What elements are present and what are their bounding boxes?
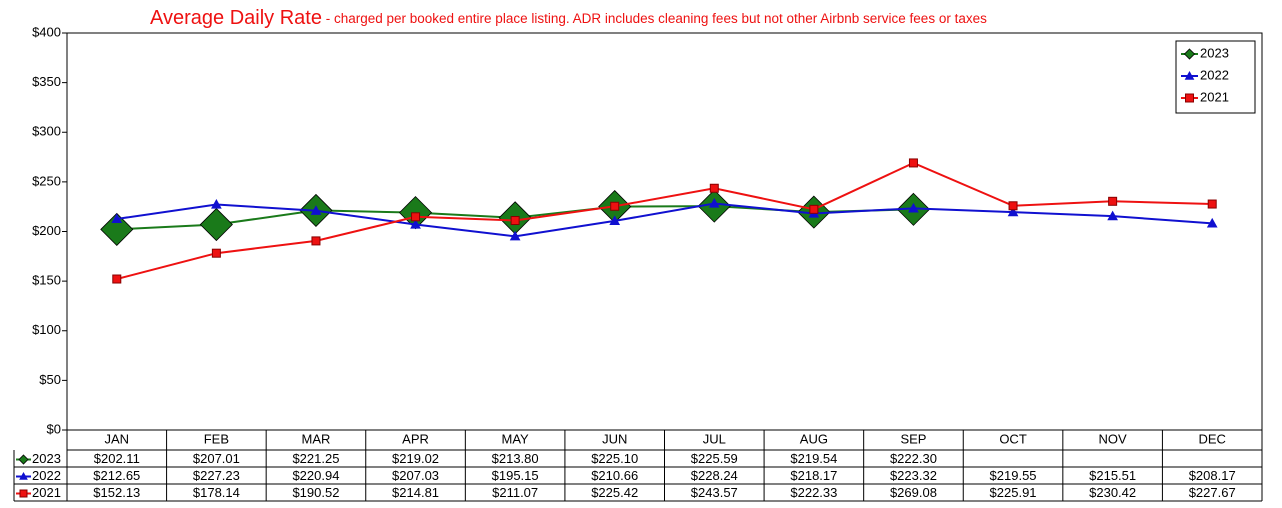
point [199, 207, 233, 242]
point [310, 205, 322, 215]
table-value: $225.59 [691, 451, 738, 466]
table-value: $219.55 [990, 468, 1037, 483]
y-tick-label: $250 [32, 173, 61, 188]
point [1108, 196, 1118, 206]
y-tick-label: $200 [32, 223, 61, 238]
point [1207, 199, 1217, 209]
table-value: $225.42 [591, 485, 638, 500]
table-value: $223.32 [890, 468, 937, 483]
table-value: $212.65 [93, 468, 140, 483]
table-value: $195.15 [492, 468, 539, 483]
table-value: $230.42 [1089, 485, 1136, 500]
y-tick-label: $300 [32, 124, 61, 139]
y-tick-label: $50 [39, 372, 61, 387]
table-legend-marker [18, 454, 29, 465]
x-tick-label: NOV [1099, 431, 1128, 446]
title-sub: - charged per booked entire place listin… [322, 11, 987, 26]
table-value: $227.23 [193, 468, 240, 483]
table-value: $222.30 [890, 451, 937, 466]
table-value: $269.08 [890, 485, 937, 500]
y-tick-label: $150 [32, 273, 61, 288]
table-value: $208.17 [1189, 468, 1236, 483]
point [410, 218, 421, 229]
point [610, 201, 620, 211]
table-legend-marker [19, 471, 28, 480]
point [211, 248, 221, 258]
point [112, 274, 122, 284]
table-value: $243.57 [691, 485, 738, 500]
table-value: $210.66 [591, 468, 638, 483]
table-value: $227.67 [1189, 485, 1236, 500]
legend-marker [1185, 93, 1194, 103]
point [100, 212, 134, 246]
table-series-name: 2023 [32, 451, 61, 466]
table-value: $220.94 [292, 468, 339, 483]
table-value: $211.07 [492, 485, 538, 500]
table-value: $202.11 [94, 451, 140, 466]
table-series-name: 2022 [32, 468, 61, 483]
x-tick-label: APR [402, 431, 429, 446]
point [1206, 217, 1218, 228]
point [1007, 206, 1019, 217]
legend-label: 2023 [1200, 45, 1229, 60]
point [411, 212, 421, 222]
table-value: $221.25 [292, 451, 339, 466]
table-value: $219.54 [790, 451, 837, 466]
point [509, 230, 521, 241]
table-legend-marker [19, 489, 28, 498]
x-tick-label: JUL [703, 431, 726, 446]
legend-marker [1184, 70, 1195, 80]
legend-marker [1183, 48, 1196, 60]
table-value: $152.13 [93, 485, 140, 500]
table-value: $190.52 [292, 485, 339, 500]
x-tick-label: FEB [204, 431, 229, 446]
table-value: $218.17 [790, 468, 837, 483]
x-tick-label: AUG [800, 431, 828, 446]
y-tick-label: $350 [32, 74, 61, 89]
table-value: $228.24 [691, 468, 738, 483]
table-value: $213.80 [492, 451, 539, 466]
point [510, 216, 520, 226]
table-value: $225.91 [990, 485, 1037, 500]
point [1008, 201, 1018, 211]
x-tick-label: DEC [1198, 431, 1225, 446]
point [708, 197, 720, 208]
table-value: $207.03 [392, 468, 439, 483]
x-tick-label: JAN [105, 431, 130, 446]
table-series-name: 2021 [32, 485, 61, 500]
title-main: Average Daily Rate [150, 7, 322, 29]
point [908, 158, 918, 168]
point [211, 198, 222, 209]
table-value: $214.81 [392, 485, 439, 500]
table-value: $207.01 [193, 451, 240, 466]
point [709, 183, 719, 193]
x-tick-label: OCT [999, 431, 1027, 446]
series-line [116, 202, 1213, 238]
legend-label: 2022 [1200, 67, 1229, 82]
chart-title: Average Daily Rate - charged per booked … [150, 7, 987, 29]
table-value: $215.51 [1089, 468, 1136, 483]
point [1107, 210, 1118, 221]
table-value: $222.33 [790, 485, 837, 500]
x-tick-label: SEP [900, 431, 926, 446]
series-line [116, 161, 1213, 280]
y-tick-label: $0 [47, 421, 61, 436]
legend-label: 2021 [1200, 89, 1229, 104]
y-tick-label: $400 [32, 24, 61, 39]
point [311, 236, 321, 246]
point [809, 204, 819, 214]
x-tick-label: JUN [602, 431, 627, 446]
y-tick-label: $100 [32, 322, 61, 337]
x-tick-label: MAR [302, 431, 331, 446]
table-value: $219.02 [392, 451, 439, 466]
table-value: $178.14 [193, 485, 240, 500]
x-tick-label: MAY [502, 431, 530, 446]
point [908, 202, 919, 213]
table-value: $225.10 [591, 451, 638, 466]
point [111, 213, 123, 224]
point [609, 215, 621, 226]
